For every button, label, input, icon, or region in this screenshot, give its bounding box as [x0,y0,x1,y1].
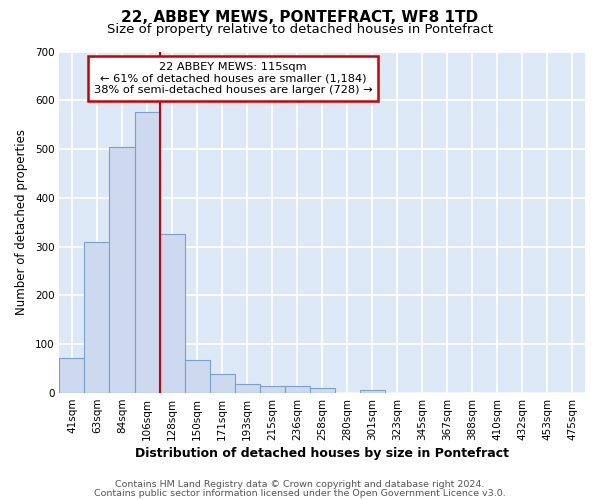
X-axis label: Distribution of detached houses by size in Pontefract: Distribution of detached houses by size … [135,447,509,460]
Text: 22 ABBEY MEWS: 115sqm
← 61% of detached houses are smaller (1,184)
38% of semi-d: 22 ABBEY MEWS: 115sqm ← 61% of detached … [94,62,372,95]
Bar [235,384,260,393]
Bar [185,360,209,393]
Bar [85,242,109,393]
Bar [310,388,335,393]
Bar [209,374,235,393]
Text: 22, ABBEY MEWS, PONTEFRACT, WF8 1TD: 22, ABBEY MEWS, PONTEFRACT, WF8 1TD [121,10,479,25]
Bar [360,390,385,393]
Bar [160,234,185,393]
Text: Contains public sector information licensed under the Open Government Licence v3: Contains public sector information licen… [94,488,506,498]
Bar [109,146,134,393]
Bar [284,386,310,393]
Bar [260,386,284,393]
Bar [59,358,85,393]
Text: Contains HM Land Registry data © Crown copyright and database right 2024.: Contains HM Land Registry data © Crown c… [115,480,485,489]
Text: Size of property relative to detached houses in Pontefract: Size of property relative to detached ho… [107,22,493,36]
Y-axis label: Number of detached properties: Number of detached properties [15,130,28,316]
Bar [134,112,160,393]
